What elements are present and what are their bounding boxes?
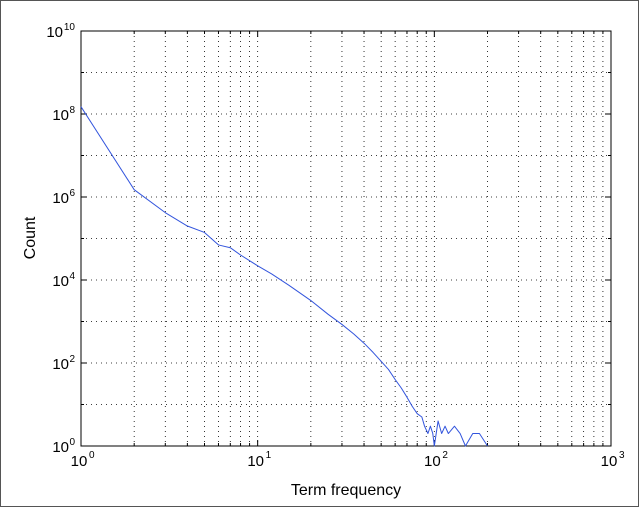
x-tick-exponent: 3 (619, 450, 625, 461)
x-tick-exponent: 1 (266, 450, 272, 461)
x-tick-base: 10 (71, 453, 88, 470)
y-tick-base: 10 (52, 190, 69, 207)
axis-ticks (80, 30, 611, 447)
x-tick-base: 10 (424, 453, 441, 470)
y-tick-exponent: 0 (69, 437, 75, 448)
series-layer (80, 106, 488, 447)
y-tick-base: 10 (52, 439, 69, 456)
x-tick-label: 10 1 (247, 450, 271, 470)
y-tick-label: 010 (52, 437, 75, 456)
x-tick-label: 10 2 (424, 450, 448, 470)
x-tick-base: 10 (247, 453, 264, 470)
x-tick-exponent: 0 (89, 450, 95, 461)
x-tick-labels: 10 0 10 1 10 2 10 3 (71, 450, 625, 470)
y-tick-label: 810 (52, 105, 75, 124)
y-tick-base: 10 (46, 24, 63, 41)
x-tick-label: 10 0 (71, 450, 95, 470)
y-tick-base: 10 (52, 273, 69, 290)
x-tick-exponent: 2 (442, 450, 448, 461)
y-tick-label: 410 (52, 271, 75, 290)
y-tick-exponent: 6 (69, 188, 75, 199)
series-line (80, 106, 488, 447)
y-tick-label: 610 (52, 188, 75, 207)
y-tick-exponent: 4 (69, 271, 75, 282)
y-tick-label: 210 (52, 354, 75, 373)
y-tick-exponent: 2 (69, 354, 75, 365)
y-axis-label: Count (22, 216, 39, 259)
y-tick-base: 10 (52, 356, 69, 373)
y-tick-exponent: 8 (69, 105, 75, 116)
y-tick-base: 10 (52, 107, 69, 124)
x-tick-label: 10 3 (601, 450, 625, 470)
x-tick-base: 10 (601, 453, 618, 470)
grid (81, 31, 611, 446)
y-tick-exponent: 10 (64, 22, 76, 33)
x-axis-label: Term frequency (291, 482, 401, 499)
